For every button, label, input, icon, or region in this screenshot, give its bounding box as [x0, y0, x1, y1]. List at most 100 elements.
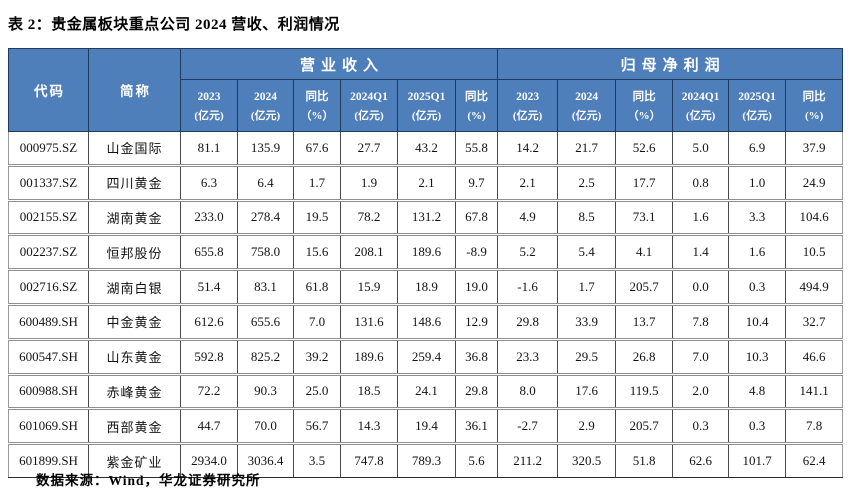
cell-code: 002155.SZ [8, 200, 89, 237]
cell-value: 592.8 [180, 339, 238, 376]
cell-value: 2.9 [557, 408, 617, 446]
cell-value: 1.6 [672, 200, 730, 237]
cell-value: 6.3 [180, 165, 238, 202]
cell-value: 17.7 [615, 165, 674, 202]
cell-value: 259.4 [397, 339, 456, 376]
sub-header-np-2024q1: 2024Q1 (亿元) [672, 79, 730, 132]
cell-value: 612.6 [180, 304, 238, 341]
cell-value: 655.8 [180, 234, 238, 272]
cell-value: 55.8 [454, 131, 499, 167]
cell-company-name: 湖南白银 [88, 269, 181, 306]
cell-value: 70.0 [237, 408, 294, 446]
sub-header-row: 2023 (亿元) 2024 (亿元) 同比 （%） 2024Q1 (亿元) 2025Q… [9, 79, 844, 132]
table-row: 601069.SH 西部黄金 44.7 70.0 56.7 14.3 19.4 36.1 -2.… [8, 408, 844, 446]
cell-value: 205.7 [615, 408, 674, 446]
cell-value: 7.0 [293, 304, 341, 341]
cell-value: 19.0 [454, 269, 499, 306]
cell-value: 101.7 [728, 443, 787, 478]
cell-value: 7.8 [785, 408, 844, 446]
group-header-revenue: 营业收入 [179, 48, 499, 80]
cell-value: 24.1 [397, 374, 456, 411]
cell-value: 1.6 [728, 234, 787, 272]
sub-header-label: 2025Q1 [738, 90, 776, 103]
sub-header-label: 同比 [632, 90, 656, 103]
financial-table: 代码 简称 营业收入 归母净利润 2023 (亿元) 2024 (亿元) 同比 （%）… [8, 48, 844, 478]
cell-value: 189.6 [340, 339, 398, 376]
cell-value: 67.8 [454, 200, 499, 237]
cell-value: 494.9 [785, 269, 844, 306]
cell-code: 600489.SH [8, 304, 89, 341]
cell-value: 0.8 [672, 165, 730, 202]
cell-value: 56.7 [293, 408, 341, 446]
cell-value: 758.0 [237, 234, 294, 272]
cell-value: 2.1 [397, 165, 456, 202]
cell-value: 7.0 [672, 339, 730, 376]
cell-value: 37.9 [785, 131, 844, 167]
sub-header-unit: (亿元) [571, 109, 602, 122]
cell-value: 23.3 [497, 339, 559, 376]
sub-header-unit: (亿元) [742, 109, 772, 122]
sub-header-unit: (%) [804, 109, 824, 122]
cell-value: -1.6 [497, 269, 559, 306]
col-header-code: 代码 [8, 48, 89, 132]
cell-code: 601899.SH [8, 443, 89, 478]
cell-value: 29.8 [497, 304, 559, 341]
cell-value: 1.0 [728, 165, 787, 202]
sub-header-np-yoy: 同比 （%） [615, 79, 674, 132]
sub-header-label: 2023 [197, 90, 221, 103]
cell-value: 211.2 [497, 443, 559, 478]
cell-company-name: 湖南黄金 [88, 200, 181, 237]
sub-header-rev-2024q1: 2024Q1 (亿元) [340, 79, 398, 132]
cell-value: 67.6 [293, 131, 341, 167]
cell-value: 78.2 [340, 200, 398, 237]
sub-header-unit: (亿元) [411, 109, 442, 122]
cell-value: -2.7 [497, 408, 559, 446]
sub-header-label: 2023 [516, 90, 540, 103]
table-row: 600547.SH 山东黄金 592.8 825.2 39.2 189.6 259.4 36.… [8, 339, 844, 376]
cell-value: 43.2 [397, 131, 456, 167]
cell-value: 8.0 [497, 374, 559, 411]
cell-value: 6.9 [728, 131, 787, 167]
cell-value: 2.5 [557, 165, 617, 202]
cell-value: 135.9 [237, 131, 294, 167]
cell-value: 51.4 [180, 269, 238, 306]
cell-value: 8.5 [557, 200, 617, 237]
cell-value: 83.1 [237, 269, 294, 306]
cell-value: 3.3 [728, 200, 787, 237]
cell-company-name: 恒邦股份 [88, 234, 181, 272]
cell-value: 36.8 [454, 339, 499, 376]
cell-value: 39.2 [293, 339, 341, 376]
cell-value: 15.9 [340, 269, 398, 306]
sub-header-label: 同比 [802, 90, 826, 103]
cell-company-name: 四川黄金 [88, 165, 181, 202]
group-header-row: 代码 简称 营业收入 归母净利润 [8, 48, 844, 132]
cell-value: 278.4 [237, 200, 294, 237]
table-row: 002716.SZ 湖南白银 51.4 83.1 61.8 15.9 18.9 19.0 -1.… [8, 269, 844, 306]
cell-value: 0.3 [728, 408, 787, 446]
sub-header-unit: （%） [627, 109, 661, 122]
cell-value: 72.2 [180, 374, 238, 411]
sub-header-rev-q1-yoy: 同比 (%) [454, 79, 499, 132]
cell-value: 62.4 [785, 443, 844, 478]
cell-code: 000975.SZ [8, 131, 89, 167]
cell-value: 32.7 [785, 304, 844, 341]
cell-value: 320.5 [557, 443, 617, 478]
cell-value: 90.3 [237, 374, 294, 411]
cell-company-name: 中金黄金 [88, 304, 181, 341]
cell-value: 789.3 [397, 443, 456, 478]
cell-value: 29.8 [454, 374, 499, 411]
sub-header-rev-yoy: 同比 （%） [293, 79, 341, 132]
cell-value: 825.2 [237, 339, 294, 376]
sub-header-unit: (亿元) [512, 109, 543, 122]
cell-value: 208.1 [340, 234, 398, 272]
cell-value: 18.9 [397, 269, 456, 306]
cell-value: 131.2 [397, 200, 456, 237]
cell-value: 233.0 [180, 200, 238, 237]
cell-value: 14.3 [340, 408, 398, 446]
cell-value: 5.4 [557, 234, 617, 272]
cell-value: 10.3 [728, 339, 787, 376]
cell-value: 51.8 [615, 443, 674, 478]
cell-value: 6.4 [237, 165, 294, 202]
sub-header-np-q1-yoy: 同比 (%) [785, 79, 844, 132]
